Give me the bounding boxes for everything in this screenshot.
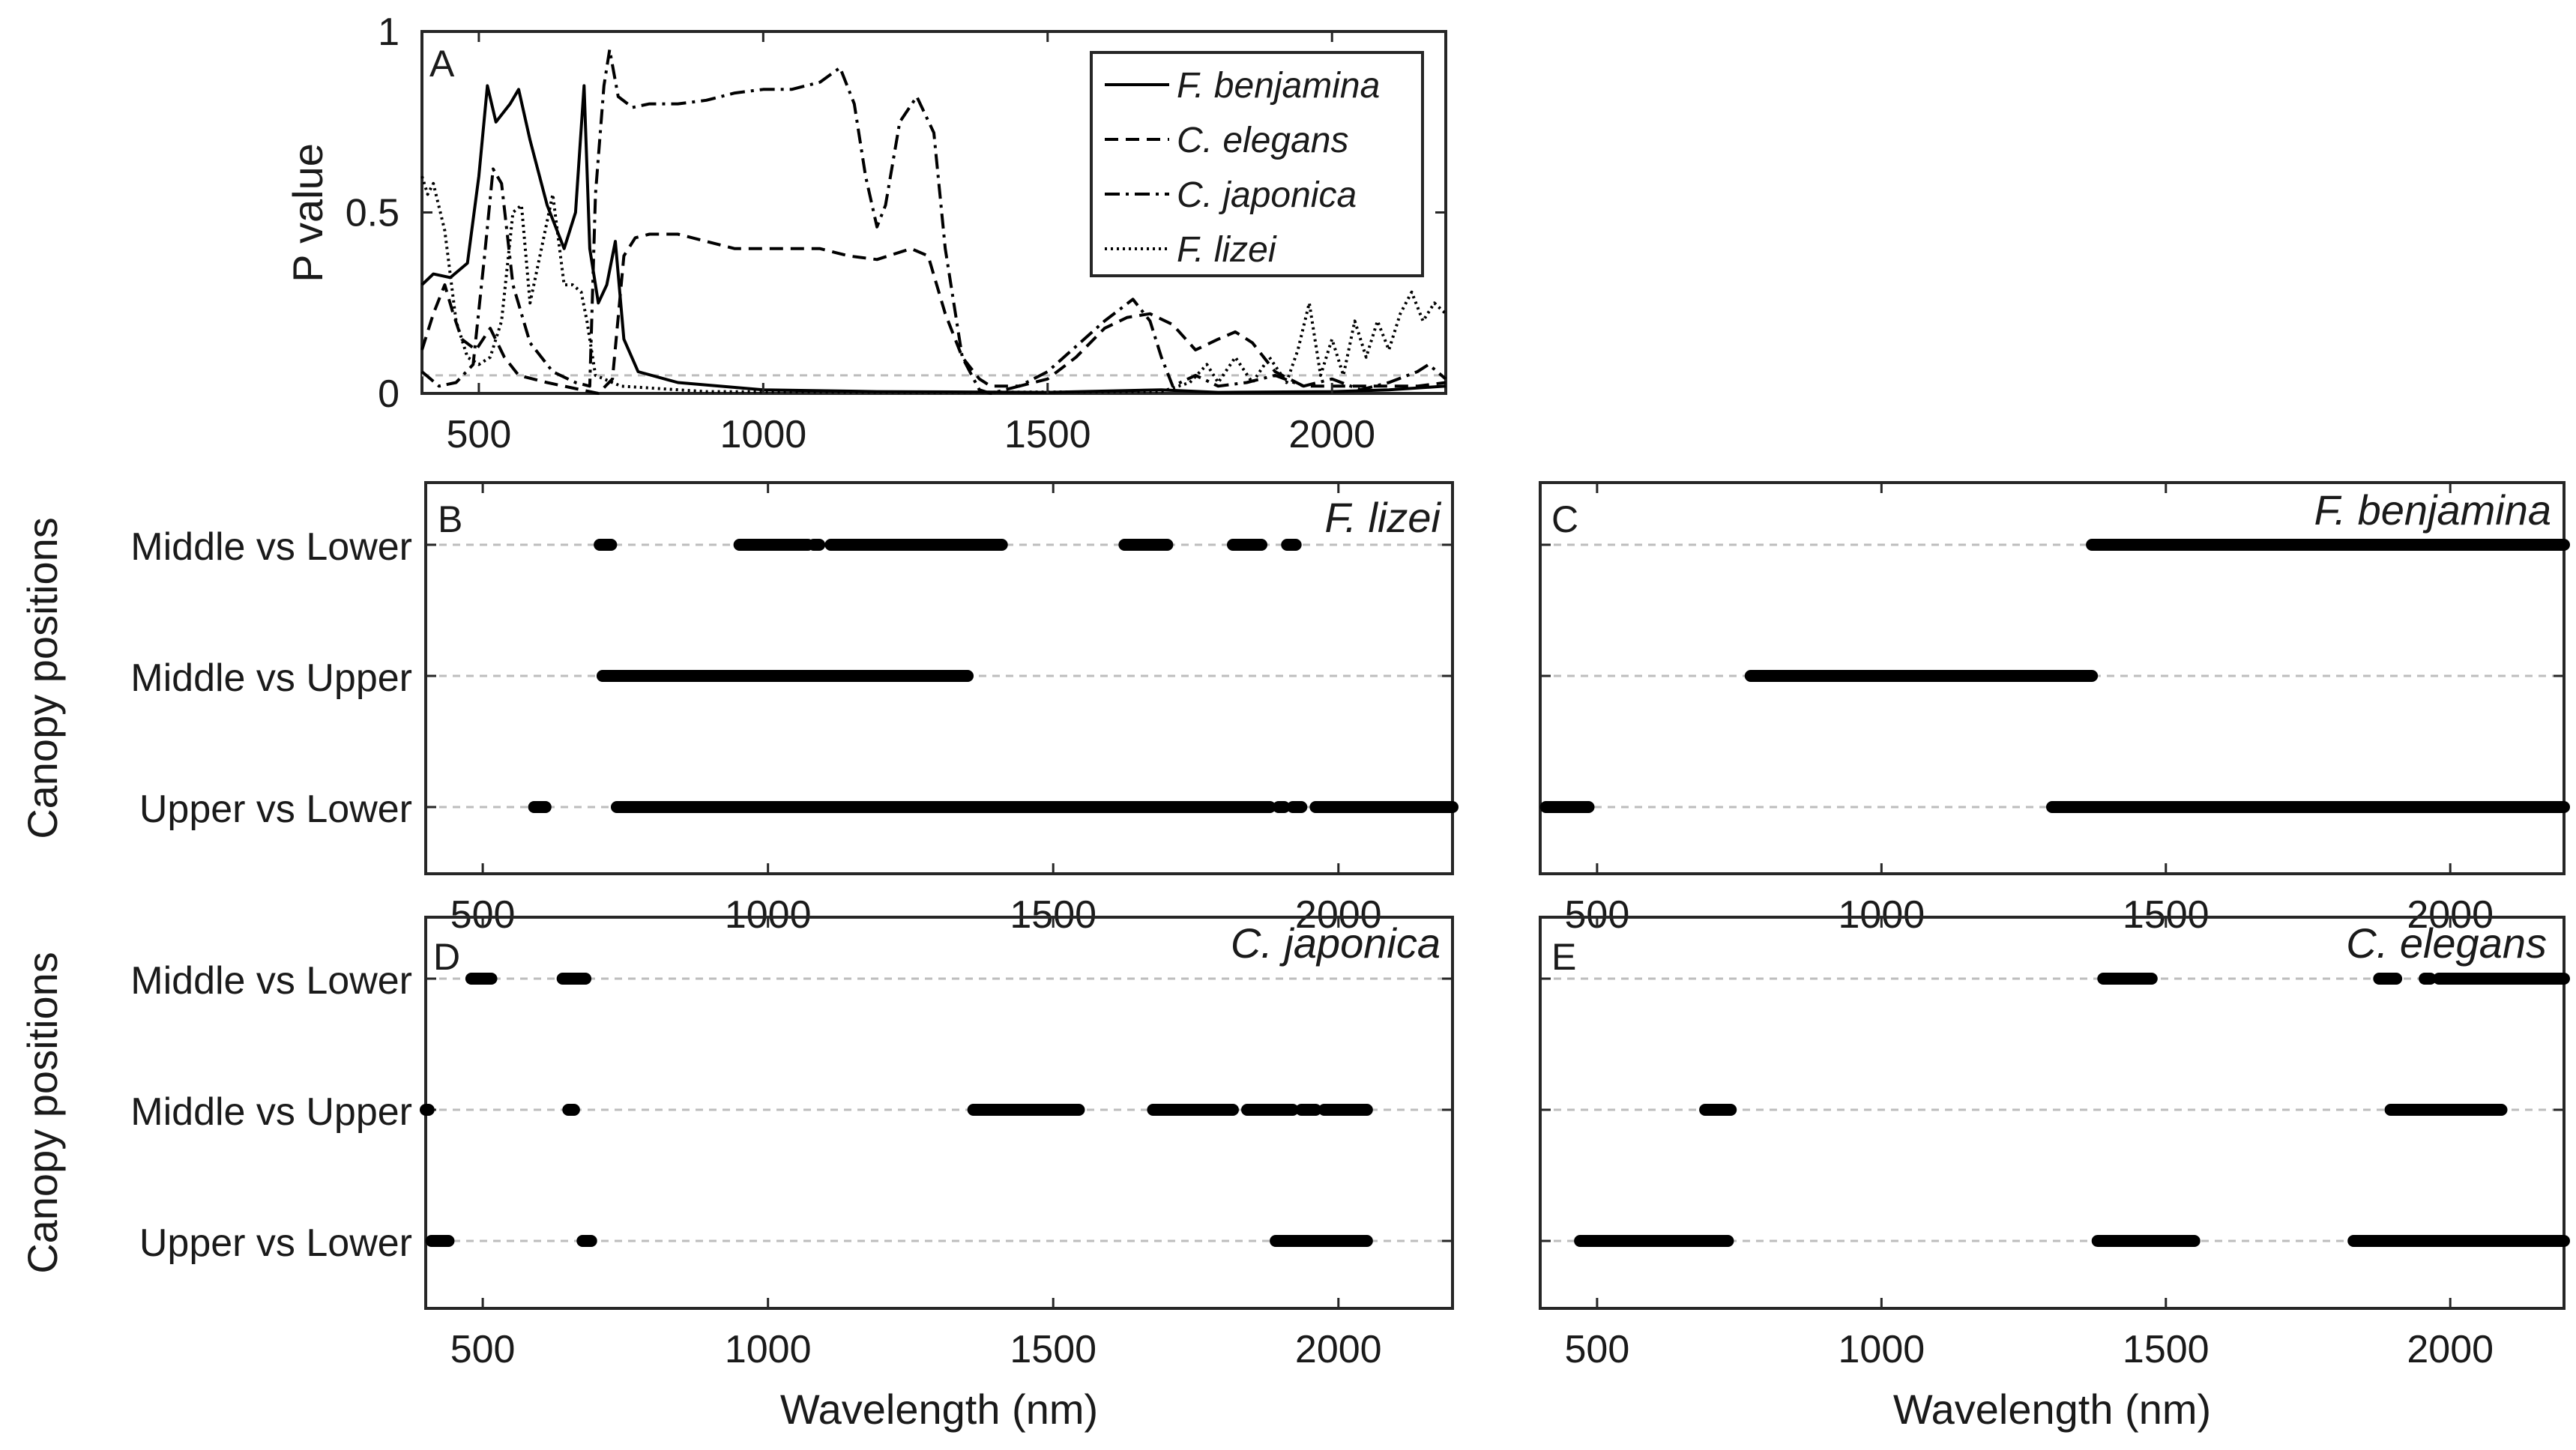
panel-c-x-ticks: 500 1000 1500 2000 <box>1565 483 2494 937</box>
panel-b-x-ticks: 500 1000 1500 2000 <box>450 483 1382 937</box>
panel-d-rows <box>420 973 1453 1247</box>
panel-a-legend: F. benjamina C. elegans C. japonica F. l… <box>1090 51 1424 277</box>
row-label: Middle vs Upper <box>130 656 412 700</box>
x-tick-label: 2000 <box>1295 893 1382 937</box>
y-tick-label: 0.5 <box>346 192 399 235</box>
x-tick-label: 500 <box>1565 1328 1630 1371</box>
x-tick-label: 2000 <box>1295 1328 1382 1371</box>
panel-c: 500 1000 1500 2000 C F. benjamina <box>1539 481 2570 937</box>
panel-d-tag: D <box>433 936 460 978</box>
panel-e-rows <box>1540 973 2570 1247</box>
legend-label-c-japonica: C. japonica <box>1177 175 1357 215</box>
x-tick-label: 1000 <box>1838 893 1925 937</box>
panel-a-tag: A <box>429 43 455 85</box>
x-tick-label: 1000 <box>725 1328 812 1371</box>
panel-b-rows <box>426 539 1459 813</box>
row-label: Middle vs Lower <box>130 525 412 569</box>
x-tick-label: 1500 <box>1010 893 1097 937</box>
panel-e-species: C. elegans <box>2346 919 2547 967</box>
panel-b-row-labels: Middle vs Lower Middle vs Upper Upper vs L… <box>130 525 412 831</box>
panel-b-tag: B <box>438 498 462 540</box>
panel-e-x-label: Wavelength (nm) <box>1893 1386 2211 1433</box>
panel-b-y-label: Canopy positions <box>19 517 66 839</box>
x-tick-label: 500 <box>1565 893 1630 937</box>
row-label: Middle vs Upper <box>130 1090 412 1134</box>
panel-c-tag: C <box>1551 498 1578 540</box>
row-label: Middle vs Lower <box>130 959 412 1003</box>
legend-label-c-elegans: C. elegans <box>1177 121 1348 160</box>
panel-d-row-labels: Middle vs Lower Middle vs Upper Upper vs L… <box>130 959 412 1265</box>
x-tick-label: 1000 <box>720 413 806 456</box>
x-tick-label: 2000 <box>2407 1328 2494 1371</box>
panel-a-x-ticks: 500 1000 1500 2000 <box>447 31 1375 456</box>
legend-label-f-benjamina: F. benjamina <box>1177 66 1380 106</box>
x-tick-label: 500 <box>450 1328 516 1371</box>
panel-b-frame <box>424 481 1454 875</box>
panel-e-x-ticks: 500 1000 1500 2000 <box>1565 917 2494 1371</box>
panel-a-y-label: P value <box>284 143 331 283</box>
panel-d-x-label: Wavelength (nm) <box>780 1386 1098 1433</box>
x-tick-label: 500 <box>450 893 516 937</box>
row-label: Upper vs Lower <box>139 788 412 831</box>
panel-a-y-ticks: 00.51 <box>346 10 1446 416</box>
panel-e-frame <box>1539 916 2566 1310</box>
panel-a: 500 1000 1500 2000 00.51 A P value F. benja… <box>284 10 1447 456</box>
panel-e: 500 1000 1500 2000 E C. elegans Wavelength … <box>1539 916 2570 1433</box>
panel-d-species: C. japonica <box>1231 919 1441 967</box>
x-tick-label: 2000 <box>2407 893 2494 937</box>
series-line-c-elegans <box>420 232 1447 395</box>
x-tick-label: 2000 <box>1288 413 1375 456</box>
x-tick-label: 1500 <box>2123 893 2209 937</box>
x-tick-label: 1000 <box>1838 1328 1925 1371</box>
panel-c-rows <box>1539 539 2570 813</box>
panel-d-y-label: Canopy positions <box>19 952 66 1274</box>
panel-c-frame <box>1539 481 2566 875</box>
panel-d-x-ticks: 500 1000 1500 2000 <box>450 917 1382 1371</box>
x-tick-label: 1500 <box>1004 413 1091 456</box>
x-tick-label: 1000 <box>725 893 812 937</box>
x-tick-label: 1500 <box>2123 1328 2209 1371</box>
legend-label-f-lizei: F. lizei <box>1177 230 1277 270</box>
y-tick-label: 1 <box>378 10 399 54</box>
panel-c-species: F. benjamina <box>2314 486 2551 534</box>
row-label: Upper vs Lower <box>139 1221 412 1265</box>
x-tick-label: 500 <box>447 413 512 456</box>
x-tick-label: 1500 <box>1010 1328 1097 1371</box>
panel-e-tag: E <box>1551 936 1576 978</box>
panel-b-species: F. lizei <box>1324 494 1441 541</box>
y-tick-label: 0 <box>378 372 399 416</box>
legend-box <box>1090 51 1424 277</box>
series-line-c-japonica <box>420 48 1447 395</box>
